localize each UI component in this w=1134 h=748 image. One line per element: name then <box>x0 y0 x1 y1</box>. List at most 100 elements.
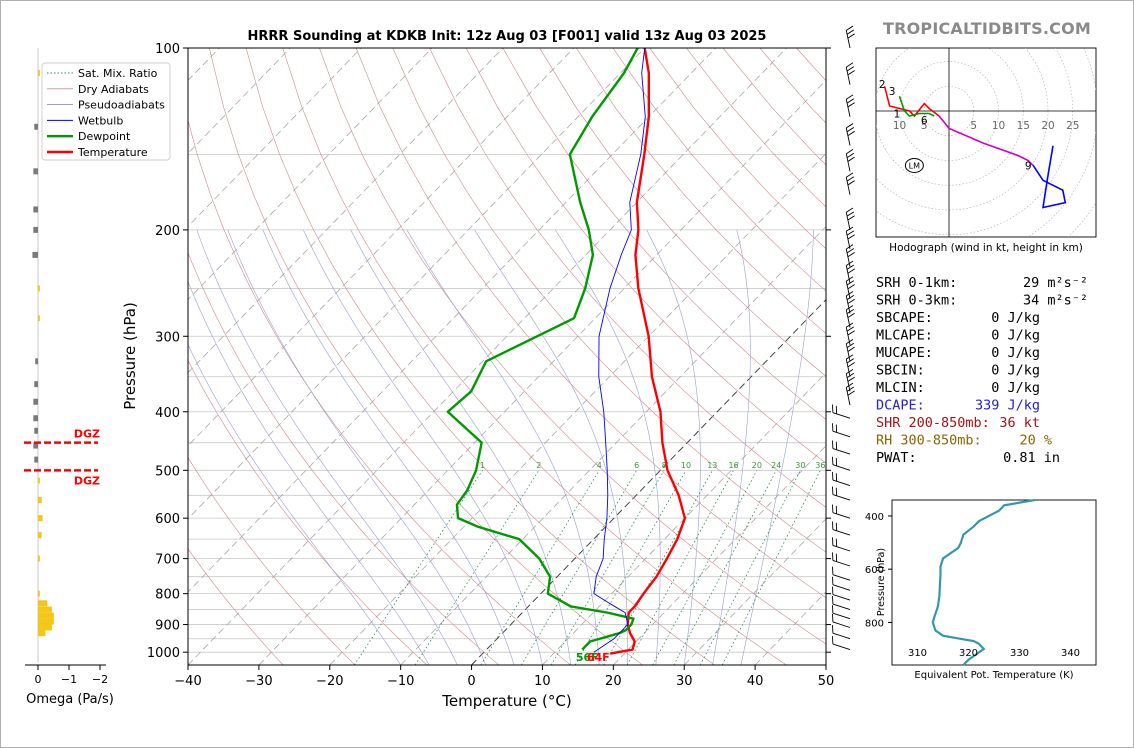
barb-staff <box>845 177 851 195</box>
wind-barb <box>832 404 851 419</box>
barb-staff <box>832 603 851 611</box>
omega-bar <box>38 285 40 292</box>
wind-barb <box>832 472 851 487</box>
pseudoadiabat-line <box>188 344 401 665</box>
barb-flag <box>846 230 855 236</box>
wind-barb <box>845 260 855 284</box>
barb-flag <box>846 207 854 213</box>
barb-flag <box>847 33 855 39</box>
barb-flag <box>846 308 855 315</box>
wind-barb <box>832 636 851 651</box>
dry-adiabat-line <box>188 457 356 665</box>
param-row: RH 300-850mb: 20 % <box>876 433 1052 449</box>
barb-flag <box>846 148 854 155</box>
wind-barb <box>845 276 855 299</box>
barb-flag <box>846 123 854 129</box>
mixing-ratio-label: 16 <box>728 461 738 470</box>
omega-tick-label: 0 <box>35 673 42 686</box>
barb-staff <box>832 560 851 567</box>
hodograph-height-label: 6 <box>921 115 928 127</box>
barb-flag <box>847 284 855 290</box>
wind-barb <box>845 25 855 49</box>
barb-staff <box>845 153 851 172</box>
param-name: DCAPE: <box>876 398 925 414</box>
wind-barb <box>845 62 855 85</box>
barb-flag <box>846 386 855 392</box>
barb-flag <box>846 176 855 182</box>
barb-flag <box>846 94 854 100</box>
barb-flag <box>847 70 855 76</box>
barb-flag <box>846 326 855 332</box>
barb-flag <box>846 358 855 364</box>
mixing-ratio-label: 30 <box>795 461 805 470</box>
param-name: SBCIN: <box>876 363 925 379</box>
barb-staff <box>845 343 851 362</box>
wind-barb <box>832 625 851 640</box>
barb-staff <box>832 512 851 519</box>
param-value: 339 J/kg <box>975 398 1040 414</box>
barb-flag <box>847 376 855 382</box>
dry-adiabat-line <box>539 48 826 377</box>
barb-flag <box>847 180 855 186</box>
barb-staff <box>832 612 851 620</box>
param-value: 0 J/kg <box>991 328 1040 344</box>
barb-staff <box>845 309 851 328</box>
omega-bar <box>35 358 38 365</box>
y-tick-label: 1000 <box>147 646 180 661</box>
pseudoadiabat-line <box>303 229 543 665</box>
omega-bar <box>38 515 43 522</box>
legend-label: Sat. Mix. Ratio <box>78 67 158 80</box>
omega-bar <box>34 381 38 388</box>
wind-barb <box>845 382 855 406</box>
pseudoadiabat-line <box>646 229 701 665</box>
x-tick-label: −30 <box>245 674 272 689</box>
surface-dewpoint-label: 56F <box>576 651 599 664</box>
hodograph-trace <box>898 95 935 117</box>
param-row: SRH 0-3km: 34 m²s⁻² <box>876 293 1088 309</box>
wind-barb <box>832 613 851 628</box>
x-tick-label: 50 <box>818 674 835 689</box>
dry-adiabat-line <box>392 48 826 553</box>
ept-x-tick-label: 340 <box>1061 648 1080 659</box>
wind-barb <box>832 504 851 519</box>
barb-staff <box>832 464 851 471</box>
omega-bar <box>34 456 38 463</box>
zero-isotherm <box>471 298 826 665</box>
hodograph-ring-label: 15 <box>1017 120 1030 132</box>
mixing-ratio-label: 8 <box>662 461 667 470</box>
x-tick-label: −10 <box>387 674 414 689</box>
barb-staff <box>832 529 851 536</box>
surface-temperature-label: 64F <box>587 651 610 664</box>
omega-bar <box>38 315 40 322</box>
barb-staff <box>832 594 851 601</box>
barb-flag <box>846 127 855 133</box>
dry-adiabat-line <box>282 48 787 665</box>
ept-y-axis-label: Pressure (hPa) <box>876 548 887 616</box>
barb-flag <box>846 276 854 282</box>
pseudoadiabat-line <box>740 229 814 665</box>
barb-staff <box>832 584 851 591</box>
mixing-ratio-line <box>521 470 638 665</box>
isotherm-line <box>188 48 291 155</box>
pseudoadiabat-line <box>712 229 751 665</box>
dry-adiabat-line <box>188 359 428 665</box>
dry-adiabat-line <box>188 251 499 665</box>
y-tick-label: 600 <box>155 512 180 527</box>
barb-staff <box>845 358 851 377</box>
omega-bar <box>38 477 40 484</box>
wind-barb <box>832 440 851 455</box>
omega-bar <box>38 600 48 607</box>
isotherm-line <box>188 48 504 374</box>
isotherm-line <box>188 48 645 520</box>
barb-flag <box>846 305 854 311</box>
mixing-ratio-line <box>574 470 687 665</box>
isotherm-line <box>188 48 575 447</box>
x-tick-label: 10 <box>534 674 551 689</box>
pseudoadiabat-line <box>188 280 430 665</box>
dgz-label: DGZ <box>74 428 100 441</box>
hodograph-trace <box>883 86 940 118</box>
param-row: DCAPE: 339 J/kg <box>876 398 1040 414</box>
dry-adiabat-line <box>188 119 571 665</box>
